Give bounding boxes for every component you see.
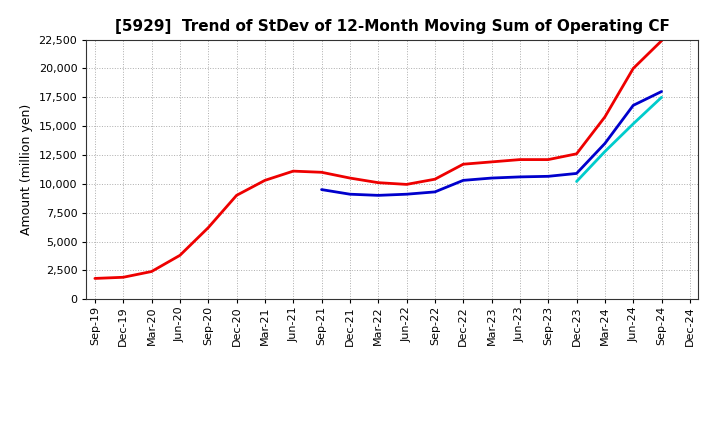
5 Years <box>600 141 609 146</box>
5 Years <box>431 189 439 194</box>
7 Years <box>600 149 609 154</box>
3 Years <box>402 182 411 187</box>
Line: 7 Years: 7 Years <box>577 97 662 182</box>
Line: 3 Years: 3 Years <box>95 41 662 279</box>
Line: 5 Years: 5 Years <box>322 92 662 195</box>
3 Years <box>657 38 666 44</box>
5 Years <box>572 171 581 176</box>
5 Years <box>544 174 552 179</box>
5 Years <box>516 174 524 180</box>
3 Years <box>261 178 269 183</box>
3 Years <box>176 253 184 258</box>
5 Years <box>487 176 496 181</box>
3 Years <box>346 176 354 181</box>
3 Years <box>119 275 127 280</box>
5 Years <box>459 178 467 183</box>
5 Years <box>629 103 637 108</box>
7 Years <box>572 179 581 184</box>
7 Years <box>657 95 666 100</box>
Y-axis label: Amount (million yen): Amount (million yen) <box>20 104 33 235</box>
3 Years <box>572 151 581 157</box>
3 Years <box>374 180 382 185</box>
5 Years <box>402 191 411 197</box>
3 Years <box>91 276 99 281</box>
3 Years <box>459 161 467 167</box>
Title: [5929]  Trend of StDev of 12-Month Moving Sum of Operating CF: [5929] Trend of StDev of 12-Month Moving… <box>115 19 670 34</box>
3 Years <box>148 269 156 274</box>
3 Years <box>289 169 297 174</box>
3 Years <box>487 159 496 165</box>
5 Years <box>346 191 354 197</box>
3 Years <box>544 157 552 162</box>
3 Years <box>629 66 637 71</box>
3 Years <box>204 225 212 230</box>
5 Years <box>374 193 382 198</box>
5 Years <box>657 89 666 94</box>
3 Years <box>318 170 326 175</box>
7 Years <box>629 121 637 126</box>
3 Years <box>431 176 439 182</box>
3 Years <box>600 114 609 120</box>
3 Years <box>516 157 524 162</box>
5 Years <box>318 187 326 192</box>
3 Years <box>233 193 241 198</box>
